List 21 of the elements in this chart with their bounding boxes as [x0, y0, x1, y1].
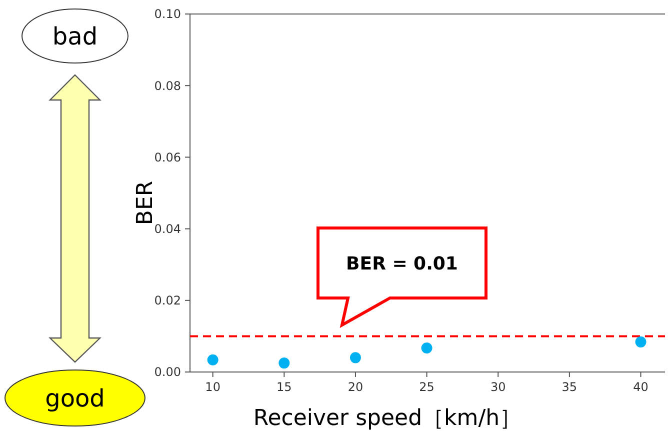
annotation: BER = 0.01: [346, 253, 458, 274]
x-tick-label: 10: [205, 380, 220, 394]
x-tick-label: 30: [490, 380, 506, 394]
x-tick-label: 15: [276, 380, 292, 394]
x-axis-title: Receiver speed［km/h］: [253, 406, 522, 431]
y-tick-label: 0.08: [154, 78, 181, 93]
text: good: [45, 384, 105, 412]
y-tick-label: 0.10: [154, 7, 181, 22]
y-tick-label: 0.06: [154, 150, 181, 164]
x-tick-label: 40: [633, 380, 648, 394]
y-tick-label: 0.00: [154, 365, 181, 380]
point: [421, 342, 432, 354]
point: [350, 352, 361, 364]
point: [207, 354, 218, 366]
text: bad: [52, 22, 98, 50]
x-tick-label: 35: [562, 380, 578, 394]
y-tick-label: 0.02: [154, 294, 181, 308]
point: [635, 336, 646, 348]
x-tick-label: 20: [348, 380, 364, 394]
point: [278, 358, 290, 369]
x-tick-label: 25: [419, 380, 434, 394]
